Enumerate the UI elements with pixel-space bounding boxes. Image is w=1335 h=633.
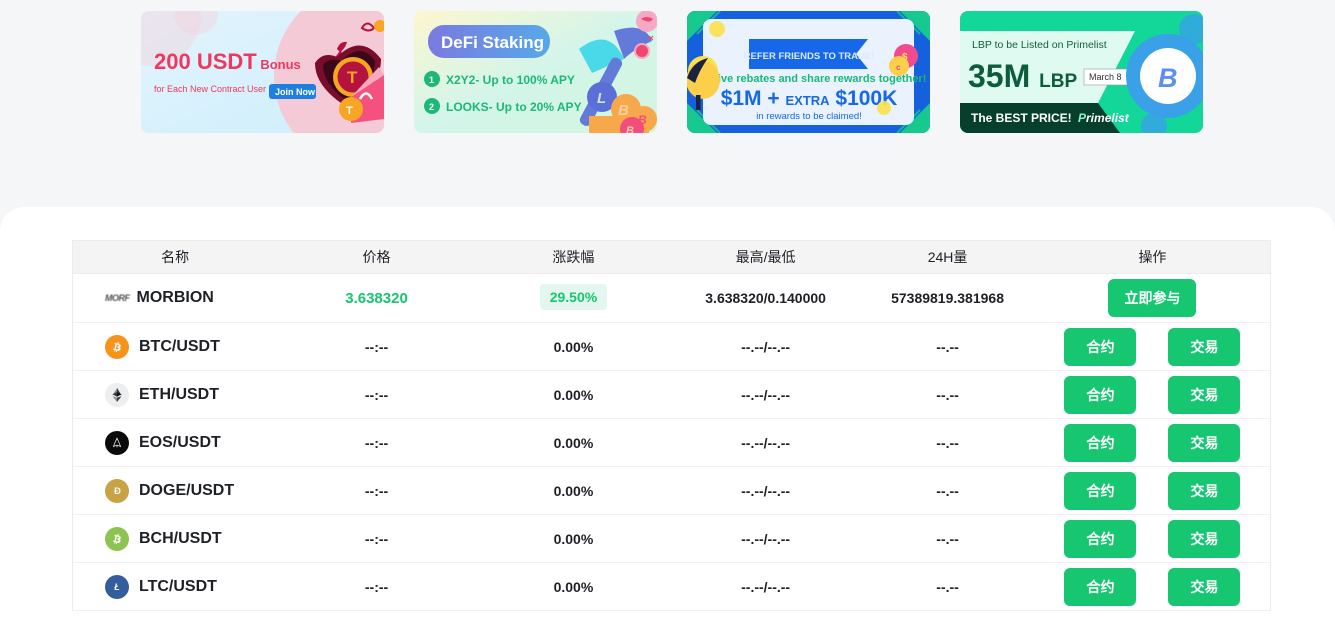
svg-text:Ð: Ð — [114, 486, 121, 496]
svg-text:Ł: Ł — [113, 582, 119, 592]
svg-text:March 8: March 8 — [1089, 72, 1122, 82]
svg-text:B: B — [618, 102, 629, 119]
svg-text:B: B — [626, 125, 634, 133]
svg-text:c: c — [896, 63, 901, 72]
svg-text:B: B — [1158, 63, 1178, 93]
svg-text:for Each New Contract User: for Each New Contract User — [154, 84, 266, 94]
svg-text:LOOKS- Up to 20% APY: LOOKS- Up to 20% APY — [446, 100, 582, 114]
svg-text:L: L — [597, 90, 606, 107]
svg-text:REFER FRIENDS TO TRADE!: REFER FRIENDS TO TRADE! — [744, 51, 875, 62]
svg-text:X2Y2- Up to 100% APY: X2Y2- Up to 100% APY — [446, 73, 575, 87]
svg-text:Primelist: Primelist — [1078, 111, 1130, 125]
svg-text:T: T — [347, 68, 358, 87]
svg-text:LBP to be Listed on Primelist: LBP to be Listed on Primelist — [972, 39, 1107, 51]
svg-text:1: 1 — [429, 75, 434, 85]
svg-text:The BEST PRICE!: The BEST PRICE! — [971, 111, 1072, 125]
svg-text:Join Now: Join Now — [275, 87, 316, 97]
svg-text:in rewards to be claimed!: in rewards to be claimed! — [756, 111, 862, 122]
svg-text:DeFi Staking: DeFi Staking — [441, 33, 544, 52]
svg-text:2: 2 — [429, 102, 434, 112]
svg-text:Receive rebates and share rewa: Receive rebates and share rewards togeth… — [692, 73, 927, 85]
svg-text:T: T — [346, 105, 353, 117]
